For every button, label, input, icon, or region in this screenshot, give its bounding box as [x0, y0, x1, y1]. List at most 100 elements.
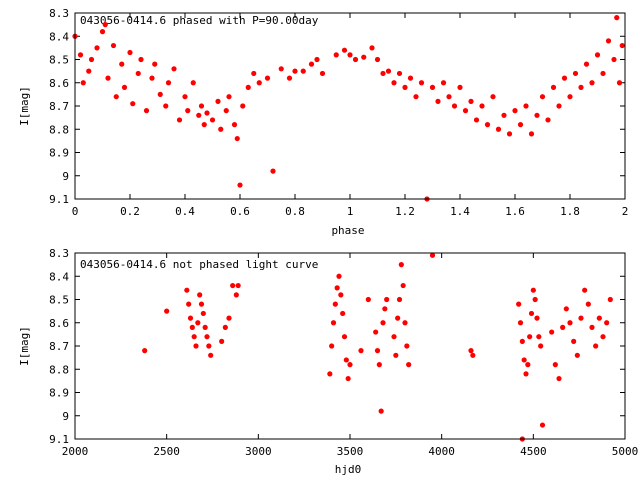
y-tick-label: 8.3 [49, 7, 69, 20]
phased-light-curve-panel: 043056-0414.6 phased with P=90.00day pha… [18, 7, 628, 237]
data-point [110, 42, 117, 49]
data-point [374, 348, 381, 354]
data-point [209, 117, 216, 123]
data-point [270, 168, 276, 174]
data-point [127, 49, 133, 56]
data-point [182, 94, 188, 100]
data-point [523, 371, 529, 377]
data-point [501, 112, 507, 118]
data-point [215, 98, 221, 104]
data-point [198, 301, 205, 307]
data-point [404, 343, 410, 349]
data-point [341, 47, 348, 53]
data-point [102, 22, 108, 28]
data-point [550, 84, 557, 90]
data-point [614, 15, 620, 21]
data-point [149, 75, 155, 81]
data-point [189, 324, 195, 330]
plot-frame [74, 252, 626, 440]
data-point [185, 108, 191, 114]
data-point [556, 375, 562, 382]
unphased-light-curve-panel: 043056-0414.6 not phased light curve hjd… [18, 247, 638, 476]
data-point [191, 334, 197, 340]
data-point [77, 52, 84, 58]
data-point [251, 70, 257, 77]
y-tick-label: 9 [62, 410, 69, 423]
data-point [605, 38, 612, 44]
data-point [333, 52, 339, 58]
data-point [583, 61, 590, 67]
data-point [138, 56, 144, 63]
data-point [528, 131, 535, 137]
data-point [184, 287, 190, 293]
data-point [197, 292, 203, 298]
data-point [314, 56, 320, 63]
data-point [190, 80, 196, 86]
data-point [196, 112, 202, 118]
x-tick-label: 1.6 [505, 205, 525, 218]
data-point [619, 42, 625, 49]
data-point [593, 343, 599, 349]
y-tick-label: 8.5 [49, 294, 69, 307]
data-point [418, 80, 425, 86]
data-point [484, 122, 491, 128]
data-point [538, 343, 544, 349]
data-point [186, 301, 192, 307]
data-point [567, 94, 573, 100]
chart-title: 043056-0414.6 not phased light curve [80, 258, 318, 271]
data-point [230, 282, 236, 289]
plot-frame [74, 12, 626, 200]
data-point [286, 75, 293, 81]
data-point [607, 296, 613, 303]
data-point [347, 362, 353, 368]
data-point [165, 80, 172, 86]
data-point [429, 84, 436, 90]
data-point [516, 301, 522, 307]
x-tick-label: 1 [347, 205, 354, 218]
data-point [600, 334, 606, 340]
y-tick-label: 8.6 [49, 317, 69, 330]
data-point [121, 84, 128, 90]
data-point [345, 375, 351, 382]
data-point [300, 68, 306, 74]
data-point [142, 348, 148, 354]
x-tick-label: 2 [622, 205, 629, 218]
data-point [527, 334, 533, 340]
data-point [578, 315, 584, 321]
data-point [226, 315, 232, 321]
y-tick-label: 8.8 [49, 363, 69, 376]
data-point [135, 70, 141, 77]
data-point [240, 103, 246, 109]
data-point [382, 306, 388, 312]
y-tick-label: 8.7 [49, 340, 69, 353]
y-tick-label: 8.9 [49, 147, 69, 160]
data-point [539, 94, 546, 100]
data-point [338, 292, 344, 298]
data-point [396, 70, 403, 77]
data-point [218, 126, 224, 132]
data-point [347, 52, 353, 58]
data-point [512, 108, 518, 114]
data-point [256, 80, 262, 86]
y-tick-label: 8.3 [49, 247, 69, 260]
data-point [400, 282, 406, 289]
data-point [385, 68, 392, 74]
x-tick-label: 1.8 [560, 205, 580, 218]
data-point [94, 45, 100, 51]
data-point [378, 408, 384, 414]
data-point [567, 320, 573, 326]
data-point [80, 80, 86, 86]
data-point [234, 135, 240, 142]
chart-title: 043056-0414.6 phased with P=90.00day [80, 14, 319, 27]
data-point [506, 131, 513, 137]
data-point [552, 362, 558, 368]
data-point [604, 320, 610, 326]
data-point [532, 296, 538, 303]
data-point [308, 61, 315, 67]
data-point [413, 94, 419, 100]
data-point [468, 98, 474, 104]
data-point [572, 70, 579, 77]
data-point [545, 117, 551, 123]
x-tick-label: 0 [72, 205, 79, 218]
